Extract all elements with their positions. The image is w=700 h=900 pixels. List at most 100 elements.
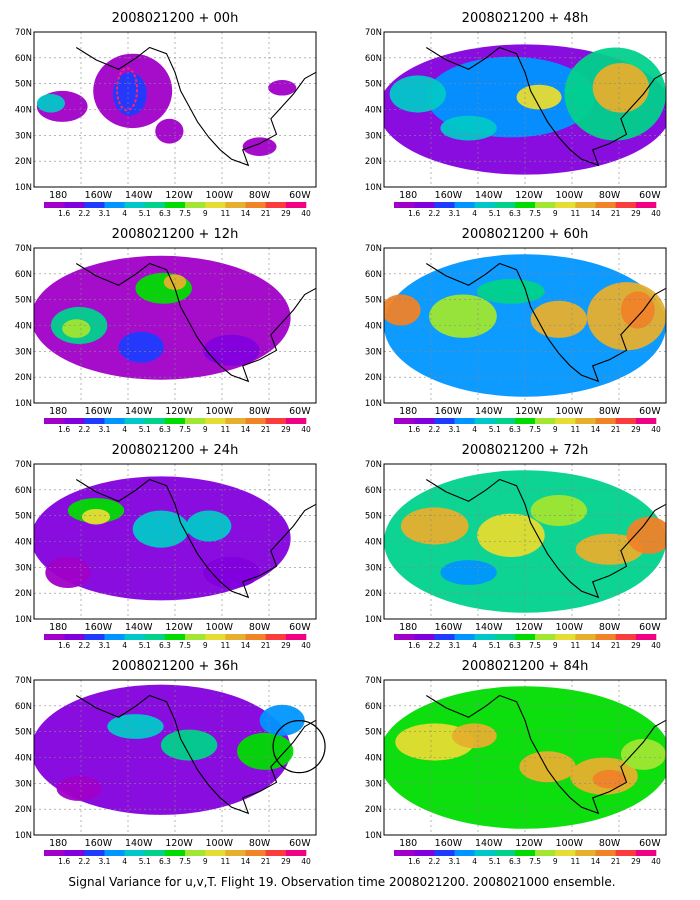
colorbar-swatch	[225, 202, 246, 208]
longitude-label: 60W	[639, 406, 661, 417]
colorbar-label: 6.3	[509, 857, 521, 866]
colorbar-swatch	[575, 850, 596, 856]
longitude-label: 100W	[206, 406, 234, 417]
colorbar-swatch	[64, 634, 85, 640]
colorbar-swatch	[44, 634, 65, 640]
latitude-label: 40N	[15, 322, 32, 332]
colorbar-label: 14	[241, 857, 251, 866]
colorbar-swatch	[434, 850, 455, 856]
colorbar-swatch	[414, 634, 435, 640]
colorbar-swatch	[124, 850, 146, 856]
longitude-label: 140W	[475, 190, 503, 201]
coastline	[426, 262, 666, 383]
colorbar-label: 40	[651, 857, 661, 866]
colorbar-label: 5.1	[139, 857, 151, 866]
colorbar-swatch	[434, 418, 455, 424]
longitude-label: 80W	[599, 838, 621, 849]
map-frame	[33, 31, 317, 188]
colorbar-label: 4	[122, 857, 127, 866]
colorbar-swatch	[555, 634, 576, 640]
map-frame	[33, 247, 317, 404]
variance-field	[384, 248, 666, 403]
longitude-label: 80W	[249, 838, 271, 849]
colorbar-label: 3.1	[448, 209, 460, 218]
colorbar-label: 4	[122, 641, 127, 650]
latitude-label: 70N	[15, 244, 32, 254]
colorbar-label: 29	[281, 209, 291, 218]
coastline	[426, 46, 666, 167]
panel-title: 2008021200 + 60h	[462, 227, 589, 242]
longitude-label: 120W	[515, 406, 543, 417]
colorbar-swatch	[595, 418, 616, 424]
colorbar-swatch	[64, 850, 85, 856]
colorbar-label: 2.2	[78, 209, 90, 218]
colorbar-swatch	[434, 202, 455, 208]
colorbar-label: 14	[591, 641, 601, 650]
map-panel: 2008021200 + 84h 70N 60N 50N 40N 30N 20N 10N 180…	[365, 659, 667, 866]
longitude-label: 100W	[556, 190, 584, 201]
colorbar-swatch	[124, 634, 146, 640]
colorbar-label: 21	[261, 641, 271, 650]
colorbar-swatch	[205, 634, 226, 640]
latitude-label: 30N	[365, 563, 382, 573]
longitude-label: 140W	[125, 622, 153, 633]
colorbar-label: 11	[571, 425, 581, 434]
longitude-label: 160W	[435, 838, 463, 849]
colorbar-label: 14	[591, 209, 601, 218]
colorbar-label: 1.6	[408, 209, 420, 218]
longitude-label: 140W	[475, 838, 503, 849]
colorbar-label: 11	[221, 209, 231, 218]
colorbar-label: 40	[651, 209, 661, 218]
colorbar-label: 7.5	[529, 641, 541, 650]
latitude-label: 20N	[365, 589, 382, 599]
colorbar-swatch	[245, 634, 266, 640]
colorbar-label: 6.3	[509, 641, 521, 650]
colorbar-label: 3.1	[98, 425, 110, 434]
colorbar-swatch	[124, 202, 146, 208]
colorbar-label: 40	[301, 641, 311, 650]
colorbar-swatch	[144, 634, 166, 640]
panel-title: 2008021200 + 48h	[462, 11, 589, 26]
colorbar-label: 5.1	[489, 425, 501, 434]
latitude-label: 30N	[15, 347, 32, 357]
colorbar-swatch	[84, 202, 105, 208]
colorbar-swatch	[635, 202, 657, 208]
colorbar-swatch	[164, 418, 186, 424]
longitude-label: 120W	[165, 622, 193, 633]
colorbar-label: 1.6	[408, 641, 420, 650]
colorbar-label: 21	[261, 209, 271, 218]
colorbar-label: 21	[611, 857, 621, 866]
colorbar-swatch	[265, 418, 287, 424]
latitude-label: 20N	[365, 373, 382, 383]
longitude-label: 180	[399, 406, 417, 417]
variance-field	[34, 248, 316, 403]
latitude-label: 70N	[365, 460, 382, 470]
latitude-label: 70N	[365, 244, 382, 254]
colorbar-label: 7.5	[179, 425, 191, 434]
variance-field	[384, 32, 666, 187]
longitude-label: 180	[399, 838, 417, 849]
colorbar-swatch	[225, 418, 246, 424]
coastline	[76, 46, 316, 167]
colorbar-label: 9	[203, 857, 208, 866]
colorbar-swatch	[575, 418, 596, 424]
variance-field	[384, 464, 666, 619]
longitude-label: 60W	[289, 838, 311, 849]
colorbar-swatch	[285, 418, 307, 424]
colorbar-swatch	[104, 850, 125, 856]
colorbar-swatch	[474, 634, 496, 640]
map-frame	[33, 679, 317, 836]
latitude-label: 10N	[15, 831, 32, 841]
map-panel: 2008021200 + 60h 70N 60N 50N 40N 30N 20N 10N 180…	[365, 227, 667, 434]
panel-title: 2008021200 + 24h	[112, 443, 239, 458]
latitude-label: 50N	[15, 512, 32, 522]
latitude-label: 50N	[15, 728, 32, 738]
latitude-label: 10N	[365, 615, 382, 625]
colorbar-label: 29	[631, 857, 641, 866]
colorbar-swatch	[245, 202, 266, 208]
variance-field	[384, 680, 666, 835]
map-frame	[383, 31, 667, 188]
colorbar-label: 5.1	[139, 641, 151, 650]
colorbar-swatch	[494, 202, 516, 208]
colorbar-label: 4	[472, 857, 477, 866]
